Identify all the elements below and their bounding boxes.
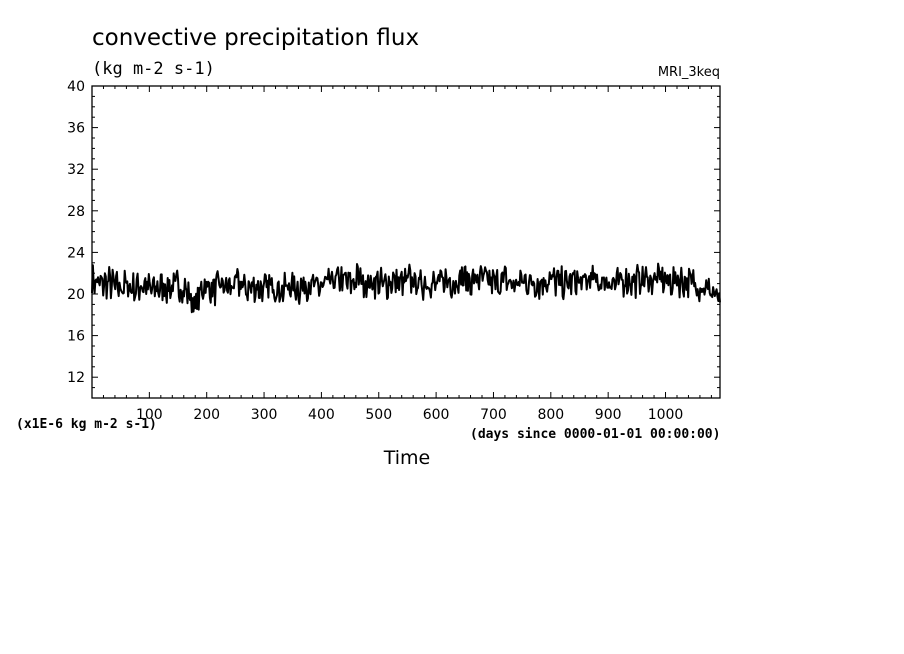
x-tick-label: 400 [308, 407, 335, 423]
y-tick-label: 12 [67, 370, 85, 386]
x-tick-label: 100 [136, 407, 163, 423]
y-scale-note: (x1E-6 kg m-2 s-1) [16, 417, 157, 432]
y-axis: 12 16 20 24 28 32 36 40 [67, 79, 720, 389]
x-tick-label: 700 [480, 407, 507, 423]
x-tick-label: 200 [193, 407, 220, 423]
x-axis: 100 200 300 400 500 600 700 800 900 1000 [102, 86, 712, 423]
x-tick-label: 900 [595, 407, 622, 423]
x-tick-label: 1000 [648, 407, 684, 423]
plot-frame [91, 85, 721, 399]
x-tick-label: 600 [423, 407, 450, 423]
y-tick-label: 24 [67, 245, 85, 261]
x-axis-label: Time [383, 447, 431, 469]
y-tick-label: 32 [67, 162, 85, 178]
chart-title: convective precipitation flux [92, 25, 419, 51]
x-tick-label: 800 [537, 407, 564, 423]
model-label: MRI_3keq [658, 65, 720, 80]
x-units-note: (days since 0000-01-01 00:00:00) [470, 427, 720, 442]
x-tick-label: 300 [251, 407, 278, 423]
x-tick-label: 500 [365, 407, 392, 423]
y-tick-label: 20 [67, 287, 85, 303]
chart-units: (kg m-2 s-1) [92, 59, 215, 79]
y-tick-label: 40 [67, 79, 85, 95]
series-line [91, 262, 721, 314]
y-tick-label: 28 [67, 204, 85, 220]
y-tick-label: 36 [67, 121, 85, 137]
y-tick-label: 16 [67, 329, 85, 345]
